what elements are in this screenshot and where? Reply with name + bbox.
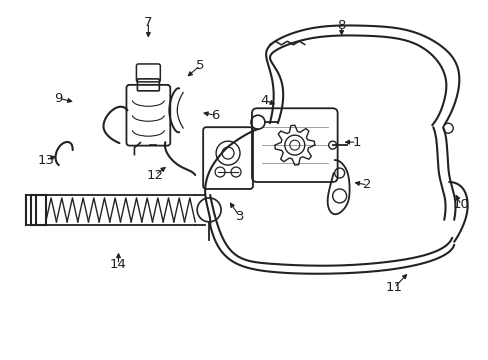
- Text: 9: 9: [55, 92, 63, 105]
- Text: 2: 2: [363, 179, 371, 192]
- Text: 10: 10: [452, 198, 468, 211]
- Text: 8: 8: [337, 19, 345, 32]
- Text: 11: 11: [385, 281, 402, 294]
- Text: 4: 4: [260, 94, 268, 107]
- Text: 6: 6: [210, 109, 219, 122]
- Text: 1: 1: [351, 136, 360, 149]
- Text: 7: 7: [144, 16, 152, 29]
- Text: 12: 12: [146, 168, 163, 181]
- Text: 13: 13: [37, 154, 54, 167]
- Text: 3: 3: [235, 210, 244, 223]
- Text: 5: 5: [196, 59, 204, 72]
- Text: 14: 14: [110, 258, 127, 271]
